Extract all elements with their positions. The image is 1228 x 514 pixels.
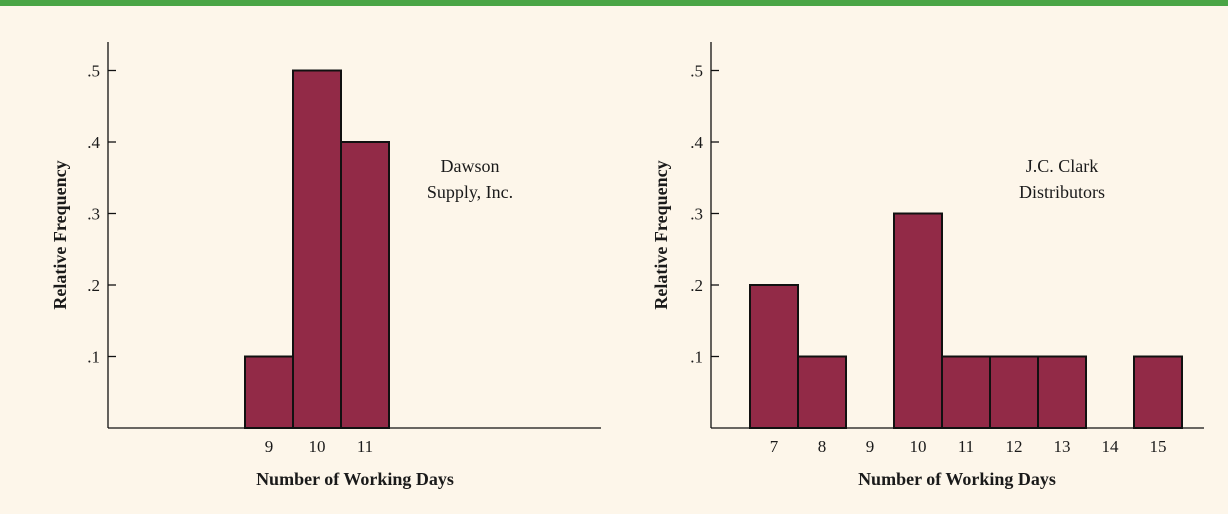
y-tick-label: .1 (690, 348, 703, 367)
dawson-histogram-panel: .1.2.3.4.5 9 10 11 Number of Working Days … (50, 42, 601, 489)
y-tick-label: .2 (690, 276, 703, 295)
x-tick-label: 10 (910, 437, 927, 456)
bars-group (244, 69, 390, 429)
x-ticks-group: 9 10 11 (265, 437, 373, 456)
y-tick-label: .5 (87, 62, 100, 81)
y-tick-label: .4 (87, 133, 100, 152)
bar-11 (340, 141, 390, 429)
y-tick-label: .5 (690, 62, 703, 81)
top-accent-rule (0, 0, 1228, 6)
y-ticks-group: .1 .2 .3 .4 .5 (690, 62, 719, 367)
y-tick-label: .4 (690, 133, 703, 152)
x-tick-label: 10 (309, 437, 326, 456)
x-tick-label: 9 (265, 437, 274, 456)
bar-8 (797, 355, 847, 429)
bar-7 (749, 284, 799, 429)
x-tick-label: 11 (357, 437, 373, 456)
y-tick-label: .2 (87, 276, 100, 295)
bar-10 (893, 212, 943, 429)
bar-15 (1133, 355, 1183, 429)
series-annotation-line-1: J.C. Clark (1026, 156, 1099, 176)
x-tick-label: 13 (1054, 437, 1071, 456)
x-tick-label: 12 (1006, 437, 1023, 456)
series-annotation-line-1: Dawson (441, 156, 500, 176)
bars-group (749, 212, 1183, 429)
bar-11 (941, 355, 991, 429)
bar-12 (989, 355, 1039, 429)
y-tick-label: .3 (690, 205, 703, 224)
x-tick-label: 8 (818, 437, 827, 456)
x-tick-label: 11 (958, 437, 974, 456)
series-annotation-line-2: Distributors (1019, 182, 1105, 202)
bar-10 (292, 69, 342, 429)
x-ticks-group: 7 8 9 10 11 12 13 14 15 (770, 437, 1167, 456)
y-ticks-group: .1 .2 .3 .4 .5 (87, 62, 116, 367)
x-tick-label: 7 (770, 437, 779, 456)
x-axis-title: Number of Working Days (858, 469, 1056, 489)
y-axis-title: Relative Frequency (651, 160, 671, 309)
series-annotation-line-2: Supply, Inc. (427, 182, 513, 202)
y-tick-label: .1 (87, 348, 100, 367)
y-axis-title: Relative Frequency (50, 160, 70, 309)
y-tick-label: .3 (87, 205, 100, 224)
x-tick-label: 14 (1102, 437, 1120, 456)
bar-9 (244, 355, 294, 429)
bar-13 (1037, 355, 1087, 429)
x-tick-label: 15 (1150, 437, 1167, 456)
jc-clark-histogram-panel: .1 .2 .3 .4 .5 7 8 9 10 11 12 13 14 15 Number of Wor… (651, 42, 1204, 489)
x-tick-label: 9 (866, 437, 875, 456)
x-axis-title: Number of Working Days (256, 469, 454, 489)
